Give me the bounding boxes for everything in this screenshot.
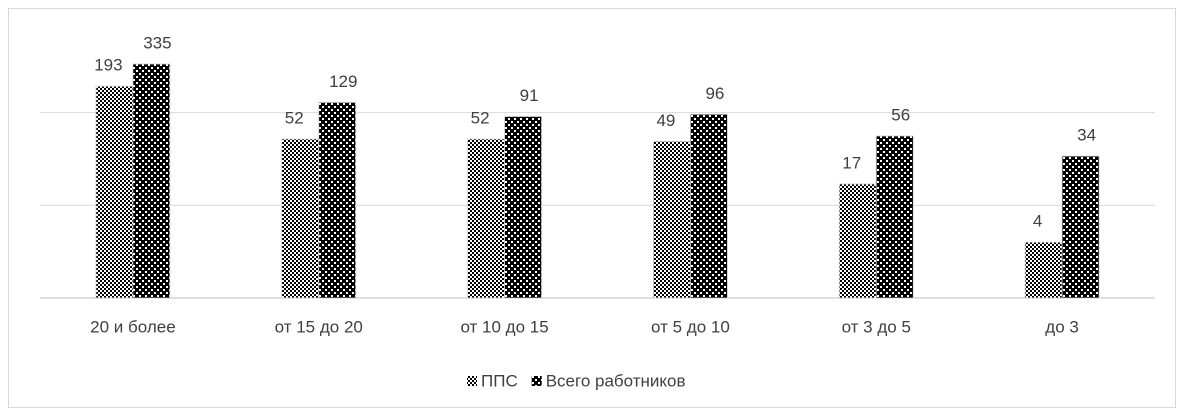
data-label: 91: [520, 86, 539, 105]
data-label: 96: [705, 84, 724, 103]
bar: [1024, 241, 1063, 299]
data-label: 17: [842, 153, 861, 172]
chart-border: [8, 8, 1176, 408]
data-label: 34: [1077, 126, 1096, 145]
data-label: 193: [94, 56, 122, 75]
bar: [467, 138, 505, 299]
bar: [838, 183, 877, 299]
bar: [504, 116, 542, 299]
x-tick-label: 20 и более: [90, 317, 176, 336]
data-label: 4: [1033, 212, 1042, 231]
x-tick-label: до 3: [1045, 317, 1079, 336]
legend-swatch: [531, 376, 542, 386]
x-tick-label: от 10 до 15: [460, 317, 548, 336]
bar: [281, 138, 320, 299]
bar: [318, 102, 357, 299]
bar: [132, 63, 171, 299]
bar: [653, 140, 691, 299]
legend-label: Всего работников: [546, 371, 686, 390]
x-tick-label: от 5 до 10: [651, 317, 730, 336]
x-tick-label: от 15 до 20: [275, 317, 363, 336]
x-tick-label: от 3 до 5: [842, 317, 911, 336]
data-label: 52: [471, 108, 490, 127]
legend-swatch: [467, 376, 477, 386]
bar: [95, 85, 134, 299]
data-label: 56: [891, 105, 910, 124]
legend-label: ППС: [481, 371, 518, 390]
bar: [1061, 155, 1100, 299]
data-label: 49: [656, 111, 675, 130]
data-label: 52: [285, 108, 304, 127]
bar: [690, 113, 728, 299]
data-label: 335: [143, 33, 171, 52]
bar: [875, 135, 914, 299]
data-label: 129: [329, 72, 357, 91]
